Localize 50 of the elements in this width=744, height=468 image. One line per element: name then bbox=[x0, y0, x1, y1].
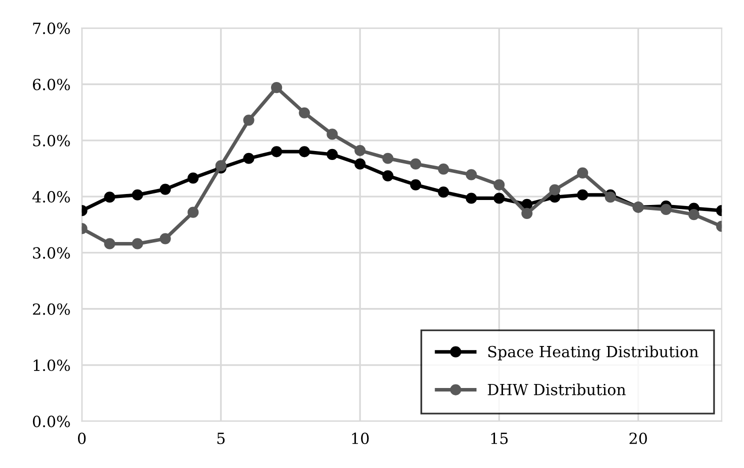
point bbox=[326, 148, 338, 160]
y-tick-label: 1.0% bbox=[34, 360, 70, 372]
y-tick-label: 5.0% bbox=[33, 134, 70, 146]
point bbox=[382, 152, 394, 164]
x-tick-label: 20 bbox=[630, 432, 647, 444]
point bbox=[132, 189, 144, 200]
point bbox=[243, 152, 254, 164]
point bbox=[104, 192, 116, 203]
point bbox=[438, 186, 450, 198]
point bbox=[494, 192, 505, 204]
point bbox=[521, 208, 532, 219]
point bbox=[438, 163, 450, 175]
point bbox=[604, 192, 616, 203]
point bbox=[577, 167, 588, 179]
y-tick-label: 2.0% bbox=[32, 303, 70, 315]
point bbox=[188, 206, 199, 218]
point bbox=[243, 114, 254, 126]
point bbox=[160, 184, 171, 195]
point bbox=[549, 184, 560, 196]
point bbox=[188, 172, 199, 184]
legend-label: DHW Distribution bbox=[488, 383, 626, 396]
point bbox=[660, 204, 672, 216]
point bbox=[410, 158, 422, 170]
point bbox=[160, 233, 171, 244]
point bbox=[298, 107, 310, 118]
point bbox=[466, 192, 477, 204]
point bbox=[271, 146, 282, 158]
point bbox=[271, 82, 282, 94]
point bbox=[688, 208, 700, 220]
x-tick-label: 0 bbox=[78, 432, 86, 444]
point bbox=[466, 169, 477, 180]
point bbox=[132, 238, 144, 250]
y-tick-label: 7.0% bbox=[33, 22, 70, 34]
point bbox=[577, 189, 588, 200]
y-tick-label: 0.0% bbox=[32, 416, 70, 428]
point bbox=[326, 128, 338, 140]
y-tick-label: 4.0% bbox=[32, 191, 70, 203]
point bbox=[354, 158, 366, 170]
point bbox=[298, 146, 310, 158]
y-tick-label: 3.0% bbox=[33, 247, 70, 259]
y-tick-label: 6.0% bbox=[32, 78, 70, 90]
point bbox=[494, 179, 505, 190]
legend-label: Space Heating Distribution bbox=[488, 346, 698, 361]
point bbox=[382, 170, 394, 182]
point bbox=[354, 144, 366, 156]
x-tick-label: 15 bbox=[491, 432, 508, 444]
x-tick-label: 5 bbox=[217, 432, 225, 444]
x-tick-label: 10 bbox=[352, 432, 369, 444]
point bbox=[410, 179, 422, 190]
point bbox=[104, 238, 116, 250]
